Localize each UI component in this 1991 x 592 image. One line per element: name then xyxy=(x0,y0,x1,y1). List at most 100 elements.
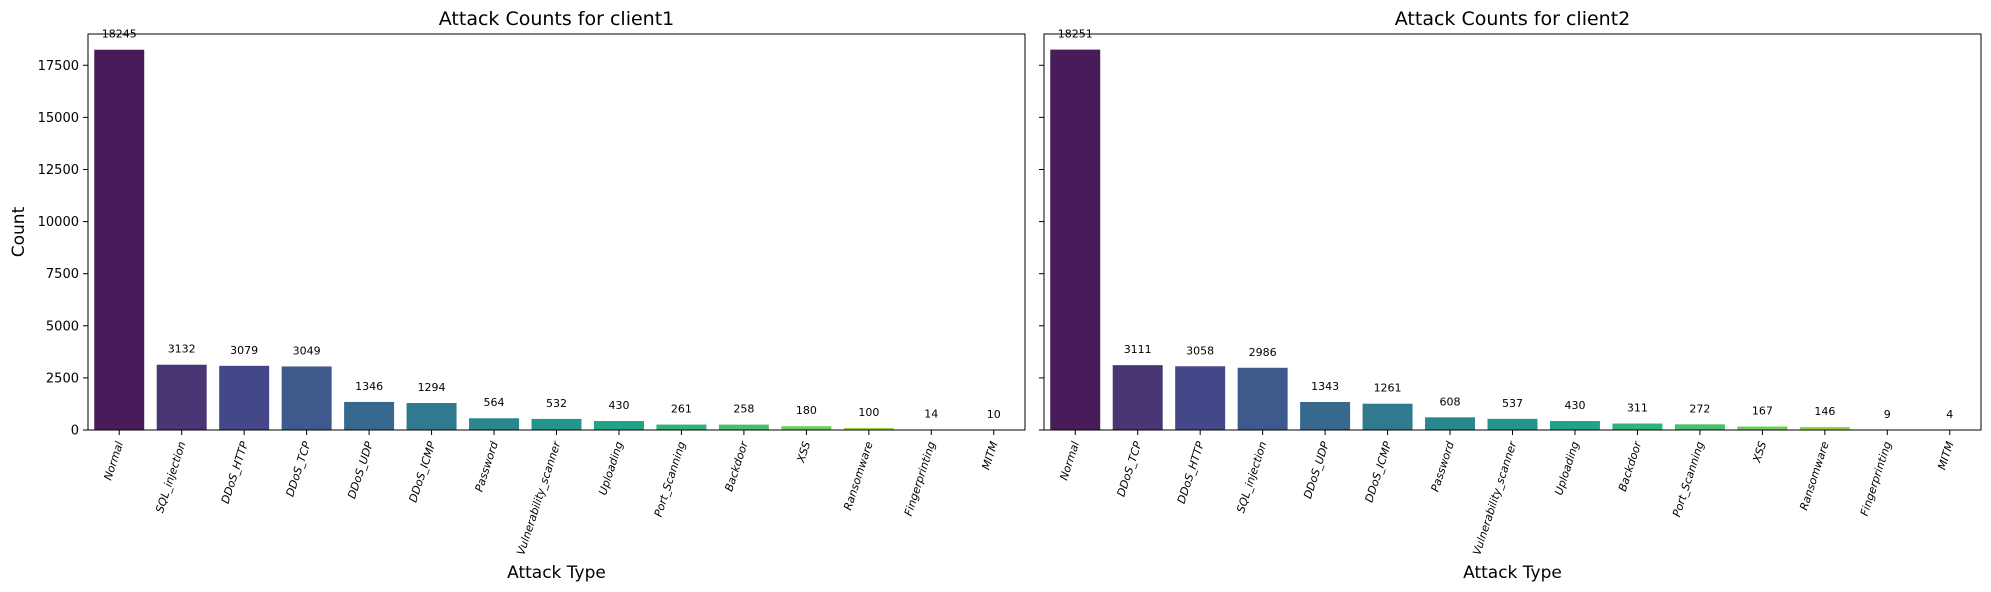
x-tick-label: DDoS_UDP xyxy=(1301,440,1332,501)
data-label: 4 xyxy=(1946,408,1953,421)
data-label: 167 xyxy=(1752,405,1773,418)
chart-panel-client2: 18251Normal3111DDoS_TCP3058DDoS_HTTP2986… xyxy=(1039,8,1982,583)
data-label: 532 xyxy=(546,397,567,410)
y-tick-label: 7500 xyxy=(46,267,79,282)
x-tick-label: Fingerprinting xyxy=(1858,440,1894,518)
bar-ddos-udp xyxy=(344,401,395,430)
y-tick-label: 15000 xyxy=(38,111,79,126)
chart-title: Attack Counts for client1 xyxy=(439,8,675,30)
data-label: 261 xyxy=(671,403,692,416)
data-label: 3132 xyxy=(168,343,196,356)
bar-ddos-icmp xyxy=(406,403,457,430)
data-label: 258 xyxy=(733,403,754,416)
x-tick-label: Normal xyxy=(1057,440,1082,482)
x-tick-label: SQL_injection xyxy=(153,440,188,515)
data-label: 9 xyxy=(1884,408,1891,421)
x-tick-label: DDoS_HTTP xyxy=(219,440,251,506)
bar-ransomware xyxy=(843,427,894,430)
y-tick-label: 2500 xyxy=(46,371,79,386)
data-label: 146 xyxy=(1814,405,1835,418)
y-tick-label: 5000 xyxy=(46,319,79,334)
x-tick-label: Fingerprinting xyxy=(902,440,938,518)
bar-ransomware xyxy=(1799,426,1850,430)
bar-sql-injection xyxy=(1237,367,1288,430)
data-label: 14 xyxy=(924,408,938,421)
bar-password xyxy=(469,418,520,430)
x-tick-label: Port_Scanning xyxy=(652,440,689,519)
data-label: 10 xyxy=(987,408,1001,421)
axes-frame xyxy=(87,33,1026,431)
x-tick-label: Backdoor xyxy=(722,439,751,494)
y-tick-label: 17500 xyxy=(38,59,79,74)
x-tick-label: Vulnerability_scanner xyxy=(514,439,563,557)
x-tick-label: Backdoor xyxy=(1616,439,1645,494)
bar-password xyxy=(1425,417,1476,430)
data-label: 608 xyxy=(1440,395,1461,408)
bar-normal xyxy=(94,49,145,431)
bar-port-scanning xyxy=(1674,424,1725,430)
x-tick-label: Port_Scanning xyxy=(1670,440,1707,519)
bar-ddos-icmp xyxy=(1362,403,1413,430)
data-label: 311 xyxy=(1627,402,1648,415)
data-label: 3079 xyxy=(230,344,258,357)
x-tick-label: MITM xyxy=(979,439,1000,471)
x-tick-label: SQL_injection xyxy=(1234,440,1269,515)
x-axis-label: Attack Type xyxy=(507,563,606,583)
x-tick-label: DDoS_ICMP xyxy=(1363,440,1395,504)
bar-port-scanning xyxy=(656,424,707,430)
x-tick-label: Ransomware xyxy=(1797,440,1832,512)
x-tick-label: DDoS_TCP xyxy=(283,440,313,499)
x-tick-label: Password xyxy=(472,439,501,494)
bar-backdoor xyxy=(718,424,769,430)
bar-vulnerability-scanner xyxy=(1487,418,1538,430)
x-tick-label: Uploading xyxy=(596,440,626,497)
data-label: 100 xyxy=(858,406,879,419)
data-label: 1343 xyxy=(1311,380,1339,393)
y-tick-label: 0 xyxy=(71,424,79,439)
data-label: 537 xyxy=(1502,397,1523,410)
data-label: 1294 xyxy=(418,381,446,394)
y-tick-label: 10000 xyxy=(38,215,79,230)
x-tick-label: Uploading xyxy=(1552,440,1582,497)
bar-ddos-tcp xyxy=(1112,365,1163,430)
x-tick-label: DDoS_UDP xyxy=(345,440,376,501)
data-label: 3058 xyxy=(1186,344,1214,357)
data-label: 272 xyxy=(1689,402,1710,415)
data-label: 3049 xyxy=(293,344,321,357)
x-tick-label: Vulnerability_scanner xyxy=(1470,439,1519,557)
x-tick-label: XSS xyxy=(794,440,813,465)
data-label: 1261 xyxy=(1374,382,1402,395)
chart-title: Attack Counts for client2 xyxy=(1395,8,1631,30)
axes-frame xyxy=(1043,33,1982,431)
bar-uploading xyxy=(1549,421,1600,430)
data-label: 1346 xyxy=(355,380,383,393)
x-axis-label: Attack Type xyxy=(1463,563,1562,583)
bar-ddos-udp xyxy=(1300,402,1351,430)
data-label: 2986 xyxy=(1249,346,1277,359)
bar-normal xyxy=(1050,49,1101,430)
bar-ddos-http xyxy=(219,365,270,430)
data-label: 3111 xyxy=(1124,343,1152,356)
bar-uploading xyxy=(593,421,644,430)
bar-vulnerability-scanner xyxy=(531,418,582,430)
bar-xss xyxy=(781,426,832,430)
y-tick-label: 12500 xyxy=(38,163,79,178)
x-tick-label: MITM xyxy=(1935,439,1956,471)
x-tick-label: XSS xyxy=(1750,440,1769,465)
x-tick-label: DDoS_HTTP xyxy=(1175,440,1207,506)
bar-xss xyxy=(1737,426,1788,430)
bar-ddos-http xyxy=(1175,366,1226,430)
x-tick-label: Password xyxy=(1428,439,1457,494)
data-label: 564 xyxy=(484,396,505,409)
x-tick-label: Normal xyxy=(101,440,126,482)
x-tick-label: DDoS_TCP xyxy=(1115,440,1145,499)
data-label: 430 xyxy=(1564,399,1585,412)
bar-backdoor xyxy=(1612,423,1663,430)
x-tick-label: DDoS_ICMP xyxy=(407,440,439,504)
x-tick-label: Ransomware xyxy=(841,440,876,512)
data-label: 430 xyxy=(608,399,629,412)
bar-ddos-tcp xyxy=(281,366,332,430)
chart-panel-client1: 18245Normal3132SQL_injection3079DDoS_HTT… xyxy=(9,8,1026,583)
bar-sql-injection xyxy=(156,364,207,430)
